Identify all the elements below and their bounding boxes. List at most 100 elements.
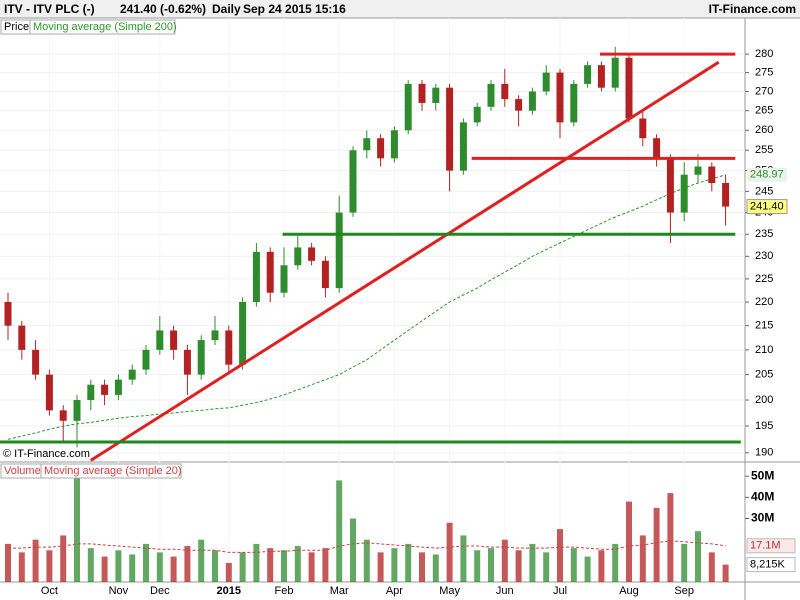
candle-body — [183, 349, 191, 375]
volume-bar — [363, 539, 370, 582]
volume-bar — [212, 550, 218, 582]
candle-body — [4, 302, 12, 326]
volume-bar — [115, 550, 122, 582]
volume-bar — [612, 543, 619, 582]
y-tick-label: 195 — [755, 420, 773, 432]
candle-body — [114, 379, 122, 395]
legend-entry: Volume — [4, 465, 41, 477]
watermark: © IT-Finance.com — [3, 448, 90, 460]
candle-body — [335, 212, 343, 289]
volume-bar — [350, 518, 356, 582]
legend-box — [29, 19, 176, 35]
candle-body — [197, 340, 205, 375]
volume-bar — [253, 543, 260, 582]
candle-body — [556, 72, 564, 123]
candle-body — [653, 138, 661, 159]
candle-body — [142, 349, 150, 370]
x-tick-label: 2015 — [217, 585, 241, 597]
candle-body — [432, 87, 440, 103]
value-label: 8,215K — [750, 559, 786, 571]
x-tick-label: Oct — [41, 585, 58, 597]
candle-body — [101, 384, 109, 395]
candle-body — [459, 122, 467, 171]
y-tick-label: 225 — [755, 273, 773, 285]
candle-body — [694, 166, 702, 175]
x-tick-label: Mar — [330, 585, 349, 597]
candle-body — [722, 183, 730, 207]
x-tick-label: Dec — [150, 585, 170, 597]
y-tick-label: 280 — [755, 48, 773, 60]
value-label: 248.97 — [750, 169, 784, 181]
candle-body — [128, 369, 136, 380]
candle-body — [390, 130, 398, 159]
candle-body — [73, 400, 81, 421]
y-tick-label: 220 — [755, 296, 773, 308]
volume-bar — [74, 478, 80, 582]
volume-bar — [681, 543, 688, 582]
candle-body — [501, 83, 509, 100]
plot-area: 1901952002052102152202252302352402452502… — [0, 18, 796, 597]
candle-body — [294, 247, 302, 266]
volume-bar — [239, 552, 246, 582]
value-label-box — [746, 199, 788, 215]
x-tick-label: Aug — [619, 585, 639, 597]
moving-average — [8, 540, 726, 553]
value-label-box — [746, 557, 796, 573]
volume-bar — [377, 552, 384, 582]
volume-bar — [156, 552, 163, 582]
interval: Daily — [212, 2, 241, 16]
symbol: ITV - ITV PLC (-) — [4, 2, 95, 16]
candle-body — [18, 325, 26, 350]
volume-bar — [184, 546, 191, 582]
y-tick-label: 30M — [751, 511, 774, 525]
candle-body — [321, 260, 329, 289]
legend-entry: Moving average (Simple 20) — [44, 465, 182, 477]
header-bar — [0, 0, 800, 18]
candle-body — [597, 65, 605, 88]
y-tick-label: 190 — [755, 447, 773, 459]
volume-bar — [598, 550, 605, 582]
y-tick-label: 205 — [755, 369, 773, 381]
volume-bar — [60, 535, 67, 582]
candle-body — [570, 83, 578, 123]
candle-body — [515, 99, 523, 111]
y-tick-label: 200 — [755, 394, 773, 406]
y-tick-label: 260 — [755, 124, 773, 136]
volume-bar — [267, 548, 274, 582]
volume-bar — [32, 539, 39, 582]
y-tick-label: 265 — [755, 105, 773, 117]
x-tick-label: Apr — [386, 585, 403, 597]
candle-body — [611, 57, 619, 88]
legend-box — [40, 463, 182, 479]
volume-bar — [626, 501, 632, 582]
value-label: 17.1M — [750, 540, 781, 552]
candle-body — [59, 410, 67, 421]
volume-bar — [281, 550, 287, 582]
volume-bar — [501, 539, 508, 582]
volume-bar — [667, 493, 674, 582]
volume-bar — [460, 535, 467, 582]
volume-bar — [198, 539, 205, 582]
candle-body — [87, 384, 95, 401]
x-tick-label: Jul — [553, 585, 567, 597]
x-tick-label: Sep — [674, 585, 694, 597]
candle-body — [239, 302, 247, 365]
volume-bar — [543, 552, 550, 582]
x-tick-label: May — [439, 585, 460, 597]
candle-body — [156, 330, 164, 350]
trendline — [89, 60, 720, 462]
volume-bar — [446, 522, 453, 582]
y-tick-label: 235 — [755, 228, 773, 240]
x-tick-label: Jun — [496, 585, 514, 597]
candle-body — [45, 374, 53, 411]
volume-bar — [46, 550, 53, 582]
y-tick-label: 245 — [755, 185, 773, 197]
y-tick-label: 255 — [755, 144, 773, 156]
candle-body — [418, 83, 426, 103]
candle-body — [708, 166, 716, 184]
volume-bar — [488, 548, 494, 582]
y-tick-label: 270 — [755, 85, 773, 97]
candle-body — [308, 247, 316, 261]
volume-bar — [474, 550, 481, 582]
x-tick-label: Feb — [275, 585, 294, 597]
